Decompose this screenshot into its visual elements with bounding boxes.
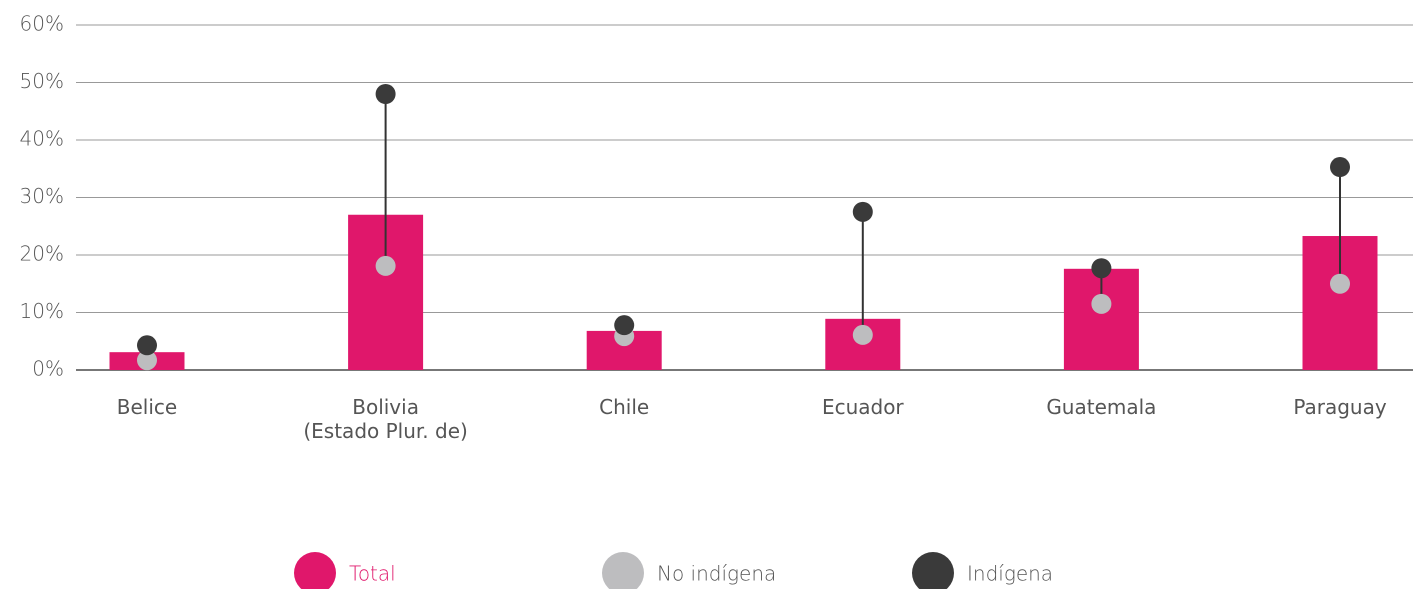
dot-no-indigena bbox=[1091, 293, 1112, 314]
dot-no-indigena bbox=[1330, 273, 1350, 294]
legend-swatch bbox=[294, 552, 336, 589]
x-tick-label: Bolivia (Estado Plur. de) bbox=[303, 395, 468, 443]
y-tick-label: 30% bbox=[20, 184, 64, 208]
dot-indigena bbox=[1091, 258, 1112, 279]
x-tick-label: Ecuador bbox=[821, 395, 904, 419]
dot-no-indigena bbox=[137, 350, 157, 371]
y-tick-label: 50% bbox=[20, 69, 64, 93]
legend-label: No indígena bbox=[657, 562, 776, 586]
dot-indigena bbox=[614, 315, 635, 336]
y-tick-label: 60% bbox=[20, 12, 64, 36]
y-tick-label: 20% bbox=[20, 242, 64, 266]
y-tick-label: 0% bbox=[32, 357, 64, 381]
x-tick-label: Belice bbox=[116, 395, 178, 419]
dot-no-indigena bbox=[375, 255, 396, 276]
dot-indigena bbox=[852, 201, 873, 222]
x-tick-label: Guatemala bbox=[1046, 395, 1157, 419]
y-tick-label: 10% bbox=[20, 299, 64, 323]
dot-indigena bbox=[375, 84, 396, 104]
x-tick-label: Paraguay bbox=[1293, 395, 1387, 419]
y-tick-label: 40% bbox=[20, 127, 64, 151]
dot-indigena bbox=[137, 335, 157, 356]
legend-label: Indígena bbox=[967, 562, 1053, 586]
legend-swatch bbox=[602, 552, 644, 589]
x-tick-label: Chile bbox=[599, 395, 650, 419]
legend-label: Total bbox=[349, 562, 396, 586]
dot-indigena bbox=[1330, 157, 1350, 178]
dot-no-indigena bbox=[852, 324, 873, 345]
legend-swatch bbox=[912, 552, 954, 589]
